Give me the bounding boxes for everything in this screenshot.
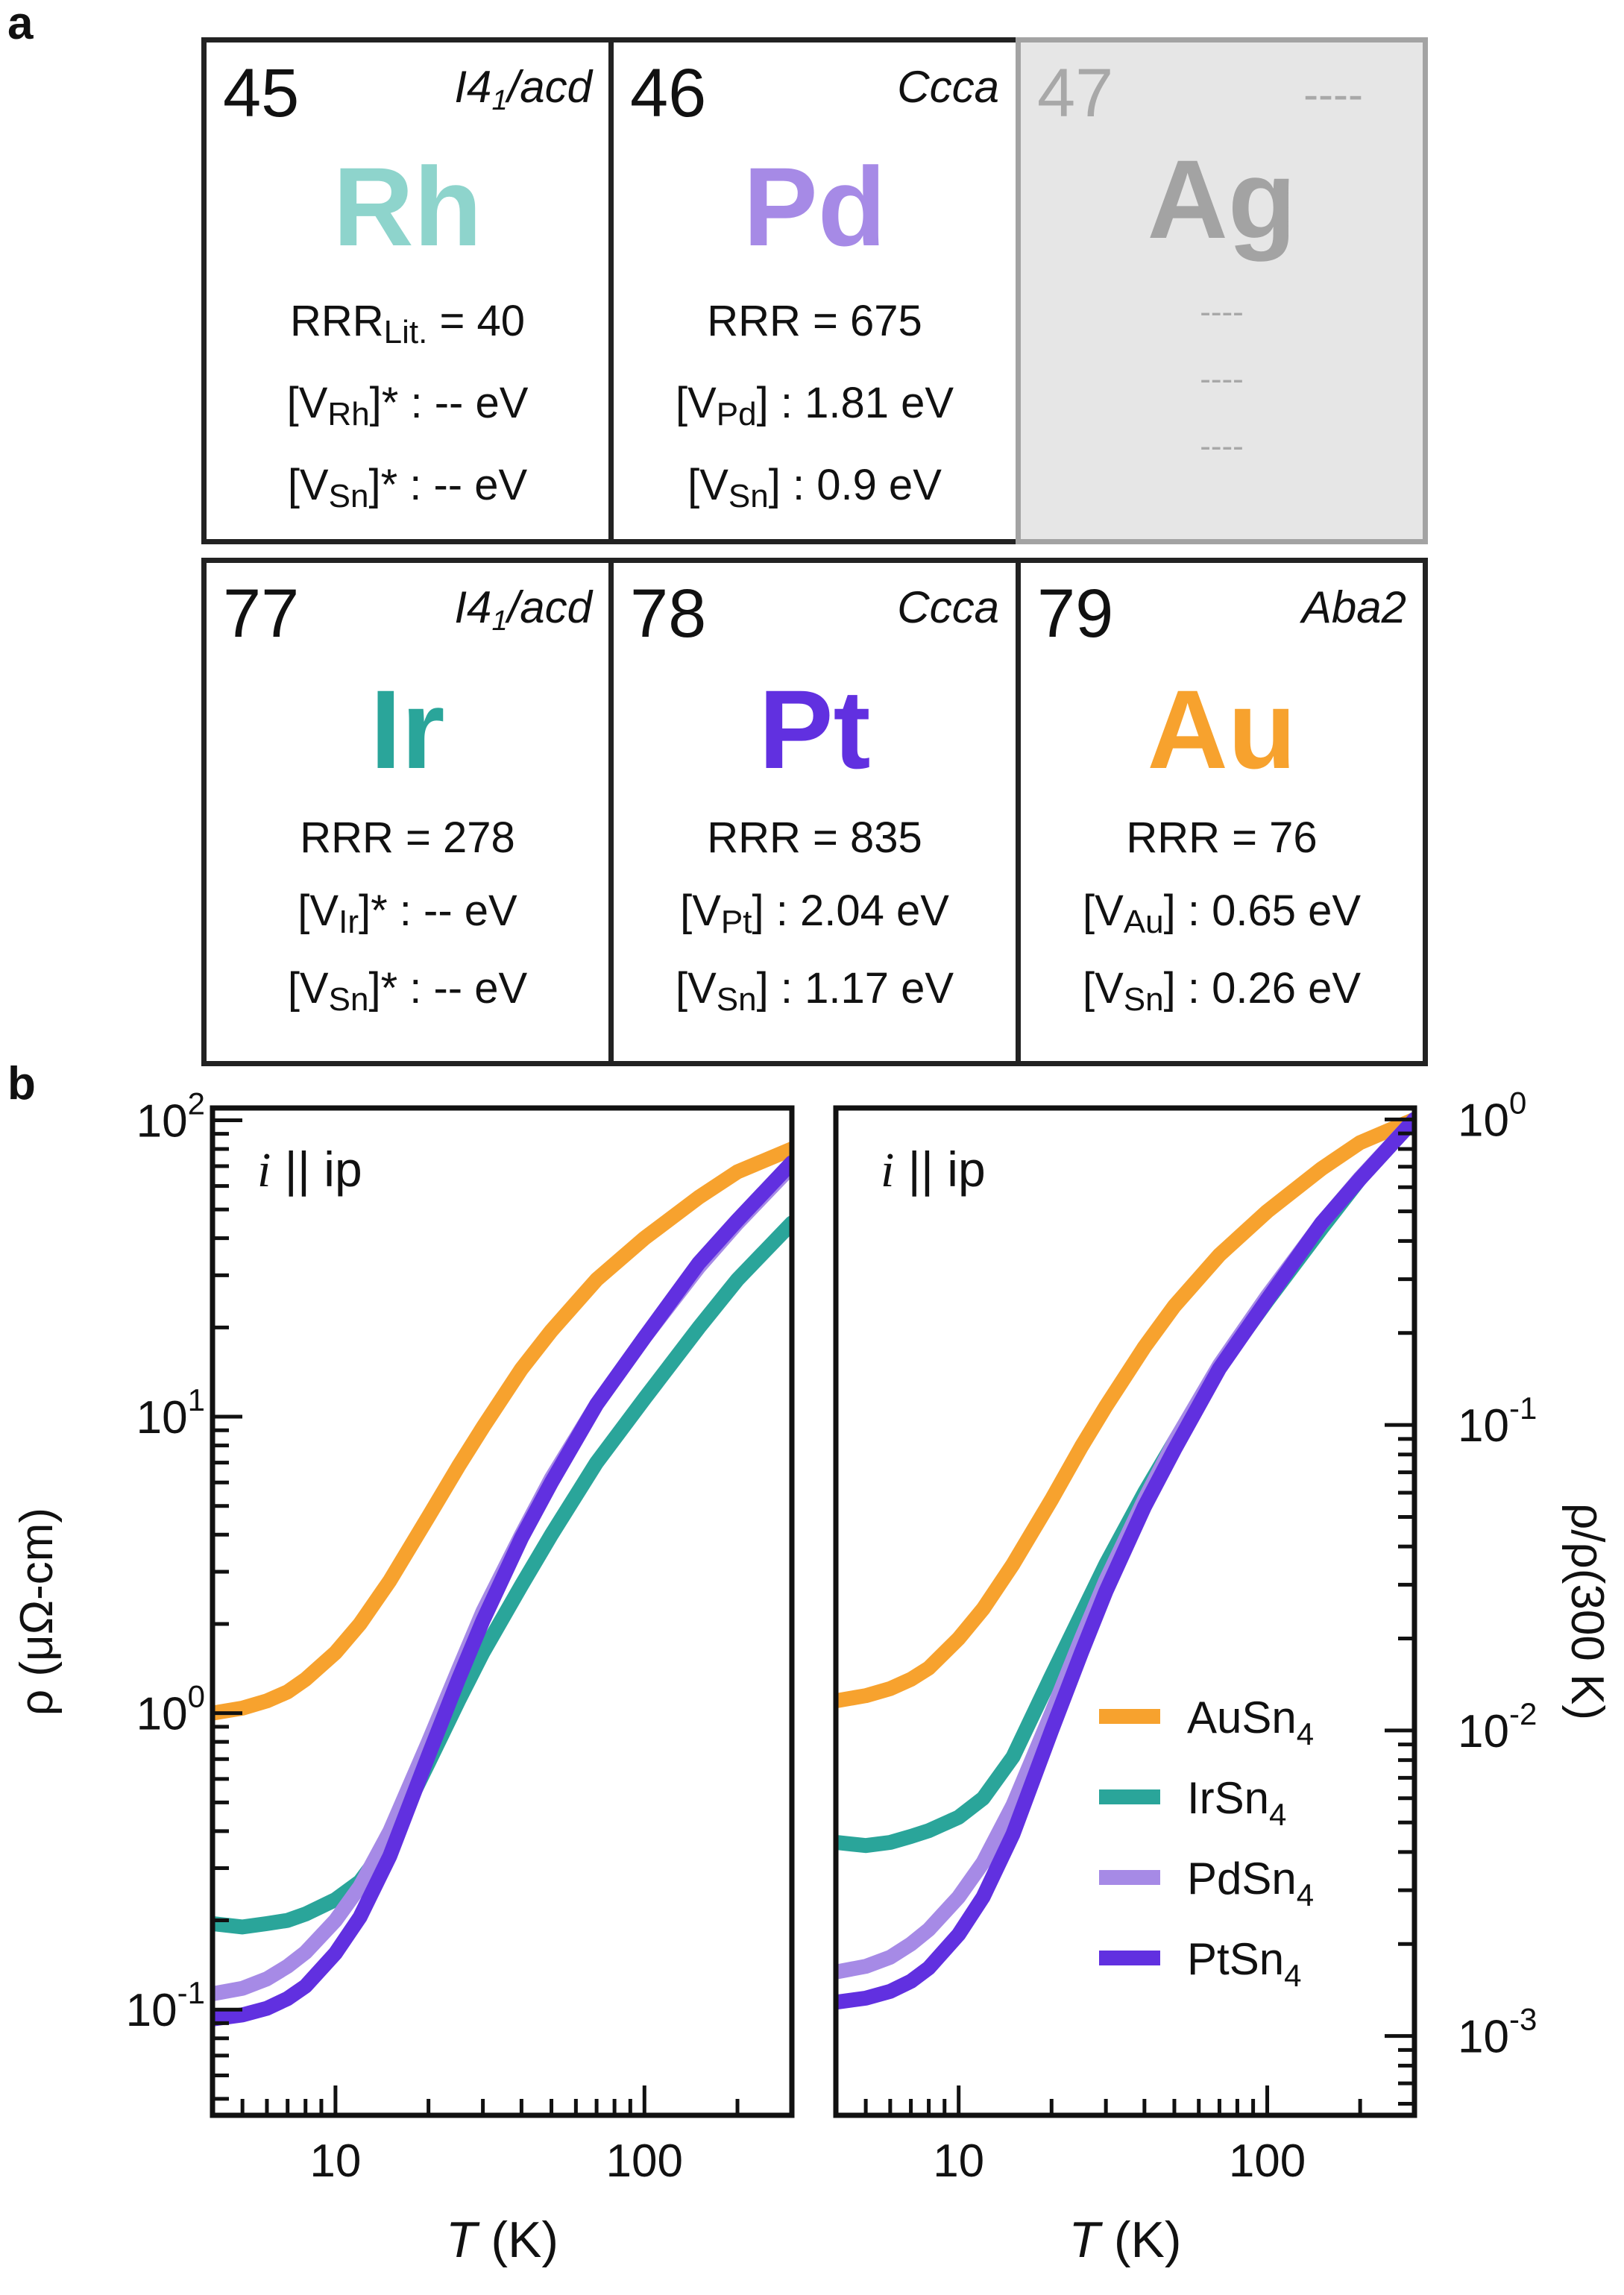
y-tick-label: 10-1: [126, 1975, 205, 2036]
legend: AuSn4 IrSn4 PdSn4 PtSn4: [1099, 1693, 1314, 1993]
space-group: Aba2: [1301, 582, 1406, 632]
panel-label-a: a: [7, 0, 34, 49]
series-line-ptsn4: [213, 1155, 792, 2027]
element-symbol: Pd: [743, 144, 887, 269]
series-lines: [213, 1142, 792, 2027]
rrr-placeholder: ----: [1200, 294, 1244, 330]
legend-label-ptsn4: PtSn4: [1187, 1934, 1301, 1993]
rrr-value: RRRLit. = 40: [290, 297, 525, 350]
x-tick-label: 100: [1229, 2135, 1306, 2187]
current-direction-label: i || ip: [257, 1142, 362, 1197]
space-group: Ccca: [897, 582, 999, 632]
vacancy-energy-sn: [VSn]* : -- eV: [287, 461, 528, 514]
element-cell-au: 79 Aba2 Au RRR = 76 [VAu] : 0.65 eV [VSn…: [1016, 558, 1428, 1066]
x-axis-label: T (K): [446, 2211, 558, 2268]
rrr-value: RRR = 278: [300, 813, 515, 862]
rrr-value: RRR = 76: [1126, 813, 1318, 862]
y-axis-label: ρ/ρ(300 K): [1561, 1503, 1613, 1720]
element-symbol: Au: [1147, 667, 1297, 792]
x-tick-label: 10: [933, 2135, 984, 2187]
vacancy-energy-sn: [VSn] : 0.26 eV: [1082, 964, 1362, 1018]
vacancy-energy-metal: [VIr]* : -- eV: [298, 887, 517, 940]
series-line-ausn4: [213, 1142, 792, 1721]
space-group: I41/acd: [454, 62, 592, 116]
x-tick-label: 10: [309, 2135, 361, 2187]
vacancy-energy-metal: [VPt] : 2.04 eV: [680, 887, 949, 940]
vacancy-energy-metal: [VRh]* : -- eV: [286, 379, 529, 432]
current-direction-label: i || ip: [881, 1142, 986, 1197]
element-symbol: Ag: [1147, 136, 1297, 262]
panel-label-b: b: [7, 1058, 36, 1109]
series-line-irsn4: [836, 1112, 1414, 1854]
legend-label-pdsn4: PdSn4: [1187, 1854, 1314, 1912]
x-axis-label: T (K): [1068, 2211, 1181, 2268]
vacancy-metal-placeholder: ----: [1200, 361, 1244, 397]
plot-frame: [210, 1105, 795, 2118]
element-cell-ag: 47 ---- Ag ---- ---- ----: [1016, 37, 1428, 544]
y-tick-label: 102: [136, 1086, 205, 1147]
atomic-number: 47: [1037, 55, 1114, 131]
element-cell-pd: 46 Ccca Pd RRR = 675 [VPd] : 1.81 eV [VS…: [608, 37, 1021, 544]
element-symbol: Ir: [370, 667, 445, 792]
chart-2: 10 100 100 10-1 10-2 10-3 T (K) ρ/ρ(300 K) i || …: [833, 1085, 1613, 2268]
element-symbol: Pt: [758, 667, 871, 792]
space-group: ----: [1303, 69, 1363, 119]
y-tick-label: 100: [136, 1679, 205, 1740]
element-cell-ir: 77 I41/acd Ir RRR = 278 [VIr]* : -- eV […: [201, 558, 614, 1066]
atomic-number: 78: [630, 576, 707, 652]
periodic-table-grid: 45 I41/acd Rh RRRLit. = 40 [VRh]* : -- e…: [0, 0, 1624, 1074]
element-symbol: Rh: [333, 144, 482, 269]
element-cell-pt: 78 Ccca Pt RRR = 835 [VPt] : 2.04 eV [VS…: [608, 558, 1021, 1066]
y-tick-label: 10-1: [1458, 1391, 1537, 1452]
y-tick-label: 101: [136, 1382, 205, 1444]
atomic-number: 77: [223, 576, 300, 652]
y-tick-label: 100: [1458, 1085, 1526, 1146]
space-group: Ccca: [897, 62, 999, 112]
rrr-value: RRR = 835: [707, 813, 922, 862]
atomic-number: 45: [223, 55, 300, 131]
y-axis-label: ρ (μΩ-cm): [11, 1508, 63, 1716]
atomic-number: 79: [1037, 576, 1114, 652]
legend-label-irsn4: IrSn4: [1187, 1773, 1286, 1832]
series-line-ptsn4: [836, 1112, 1414, 2010]
rrr-value: RRR = 675: [707, 297, 922, 345]
y-tick-label: 10-2: [1458, 1696, 1537, 1757]
vacancy-sn-placeholder: ----: [1200, 428, 1244, 465]
vacancy-energy-sn: [VSn] : 1.17 eV: [675, 964, 954, 1018]
legend-label-ausn4: AuSn4: [1187, 1693, 1314, 1751]
space-group: I41/acd: [454, 582, 592, 637]
atomic-number: 46: [630, 55, 707, 131]
element-cell-rh: 45 I41/acd Rh RRRLit. = 40 [VRh]* : -- e…: [201, 37, 614, 544]
vacancy-energy-metal: [VAu] : 0.65 eV: [1082, 887, 1362, 940]
vacancy-energy-sn: [VSn] : 0.9 eV: [687, 461, 942, 514]
plot-frame: [833, 1105, 1417, 2118]
chart-1: 10 100 102 101 100 10-1 T (K) ρ (μΩ-cm) i || ip: [11, 1086, 795, 2268]
x-tick-label: 100: [606, 2135, 683, 2187]
vacancy-energy-sn: [VSn]* : -- eV: [287, 964, 528, 1018]
series-lines: [836, 1112, 1414, 2010]
vacancy-energy-metal: [VPd] : 1.81 eV: [675, 379, 954, 432]
series-line-ausn4: [836, 1112, 1414, 1709]
y-tick-label: 10-3: [1458, 2002, 1537, 2063]
